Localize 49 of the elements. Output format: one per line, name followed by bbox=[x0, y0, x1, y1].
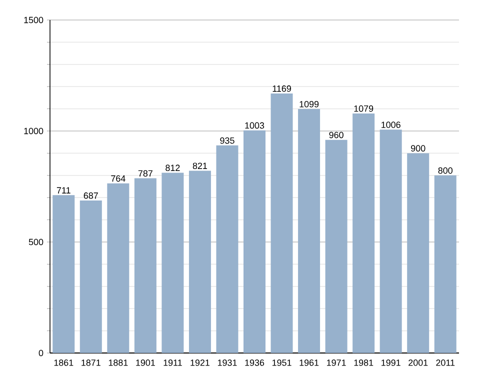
data-label: 812 bbox=[166, 164, 180, 172]
data-label: 787 bbox=[138, 170, 152, 177]
x-tick-label: 1981 bbox=[354, 360, 374, 366]
bar bbox=[134, 178, 156, 353]
bar bbox=[162, 172, 184, 353]
data-label: 935 bbox=[220, 137, 234, 144]
data-label: 1006 bbox=[382, 122, 400, 128]
bar bbox=[216, 145, 238, 353]
x-tick-label: 1991 bbox=[382, 360, 400, 366]
x-tick-label: 1861 bbox=[54, 360, 74, 366]
x-tick-label: 1936 bbox=[245, 360, 264, 366]
data-label: 1099 bbox=[300, 100, 319, 108]
bar bbox=[244, 130, 266, 353]
bar bbox=[298, 109, 320, 353]
bar bbox=[325, 140, 348, 353]
data-label: 687 bbox=[84, 192, 98, 199]
data-label: 900 bbox=[411, 145, 426, 152]
data-label: 1003 bbox=[245, 122, 264, 129]
data-label: 711 bbox=[56, 187, 70, 194]
bar bbox=[380, 130, 402, 353]
bar bbox=[434, 175, 456, 353]
x-tick-label: 1961 bbox=[300, 360, 319, 366]
x-tick-label: 1871 bbox=[82, 360, 100, 366]
y-tick-label: 500 bbox=[28, 238, 44, 246]
bar bbox=[52, 195, 75, 353]
bar bbox=[188, 170, 211, 353]
y-tick-label: 1500 bbox=[24, 16, 44, 24]
data-label: 960 bbox=[329, 132, 344, 138]
data-label: 764 bbox=[111, 175, 126, 182]
bar bbox=[270, 93, 293, 353]
bar bbox=[352, 113, 375, 353]
data-label: 821 bbox=[192, 162, 208, 170]
x-tick-label: 1881 bbox=[108, 360, 128, 366]
x-tick-label: 1921 bbox=[190, 360, 210, 366]
data-label: 1169 bbox=[272, 85, 291, 92]
x-tick-label: 1931 bbox=[218, 360, 237, 366]
x-tick-label: 2001 bbox=[408, 360, 428, 366]
x-tick-label: 2011 bbox=[436, 360, 455, 366]
x-tick-label: 1901 bbox=[136, 360, 155, 366]
data-label: 800 bbox=[438, 167, 452, 174]
bar bbox=[407, 153, 430, 353]
data-label: 1079 bbox=[354, 105, 374, 112]
x-tick-label: 1911 bbox=[164, 360, 182, 366]
y-tick-label: 1000 bbox=[24, 128, 44, 134]
x-tick-label: 1971 bbox=[327, 360, 346, 366]
bar bbox=[80, 200, 102, 353]
x-tick-label: 1951 bbox=[272, 360, 292, 366]
y-tick-label: 0 bbox=[38, 350, 44, 356]
bar bbox=[107, 183, 130, 353]
